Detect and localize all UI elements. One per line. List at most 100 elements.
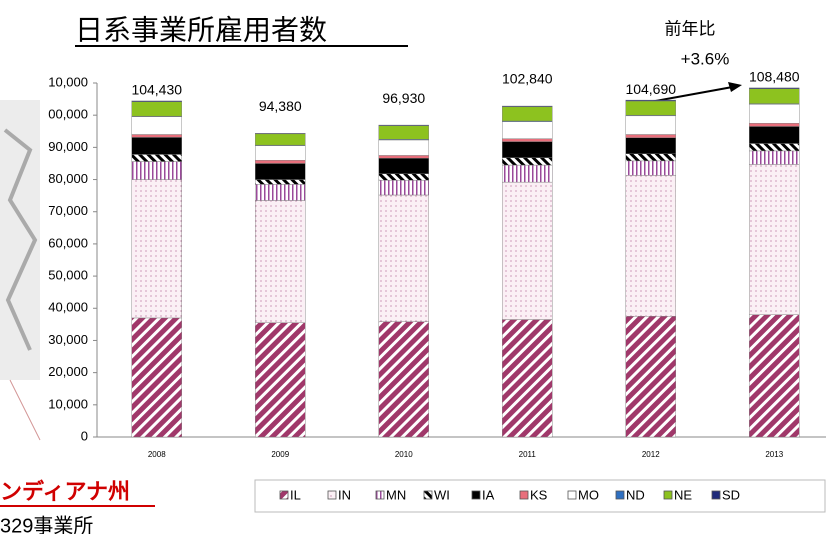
bar-segment (502, 157, 553, 166)
bar-segment (378, 179, 429, 196)
arrow (649, 85, 739, 103)
bar-segment (749, 123, 800, 127)
legend-label: WI (434, 487, 450, 502)
bar-segment (255, 160, 306, 164)
bar-segment (625, 160, 676, 176)
annotation: +3.6% (681, 49, 730, 68)
bar-segment (625, 137, 676, 154)
legend-box (254, 479, 826, 513)
annotation: 329事業所 (0, 514, 93, 534)
y-tick-label: 60,000 (48, 235, 88, 250)
legend-label: MN (386, 487, 406, 502)
bar-segment (502, 138, 553, 142)
bar-segment (749, 126, 800, 144)
legend-swatch (711, 490, 721, 500)
bar-segment (749, 87, 800, 89)
bar-segment (131, 100, 182, 102)
y-tick-label: 70,000 (48, 203, 88, 218)
bar-segment (255, 133, 306, 135)
legend-label: IL (290, 487, 301, 502)
bar-segment (502, 105, 553, 108)
total-label: 108,480 (749, 69, 800, 85)
legend-swatch (471, 490, 481, 500)
legend-swatch (567, 490, 577, 500)
bar-segment (378, 124, 429, 127)
y-tick-label: 90,000 (48, 139, 88, 154)
bar-segment (255, 322, 306, 438)
bar-segment (131, 101, 182, 117)
legend-label: SD (722, 487, 740, 502)
bar-segment (131, 317, 182, 438)
x-tick-label: 2009 (271, 450, 289, 459)
bar-segment (502, 181, 553, 320)
bar-segment (378, 139, 429, 156)
bar-segment (255, 163, 306, 180)
legend-label: ND (626, 487, 645, 502)
total-label: 104,430 (131, 82, 182, 98)
side-illustration (0, 100, 41, 441)
bar-segment (255, 133, 306, 146)
bar-segment (131, 134, 182, 138)
bar-segment (749, 164, 800, 315)
bar-segment (625, 175, 676, 317)
bar-segment (749, 150, 800, 165)
bar-segment (131, 137, 182, 155)
legend-swatch (423, 490, 433, 500)
bar-segment (255, 145, 306, 161)
bar-segment (502, 319, 553, 438)
legend-label: IA (482, 487, 495, 502)
chart-title: 日系事業所雇用者数 (75, 14, 327, 45)
bar-segment (749, 143, 800, 152)
bar-segment (625, 99, 676, 102)
bar-segment (378, 321, 429, 438)
y-tick-label: 30,000 (48, 332, 88, 347)
y-tick-label: 80,000 (48, 171, 88, 186)
x-tick-label: 2011 (519, 450, 537, 459)
legend-label: KS (530, 487, 548, 502)
total-label: 94,380 (259, 98, 302, 114)
x-tick-label: 2012 (642, 450, 660, 459)
bar-segment (502, 121, 553, 139)
bar-segment (255, 200, 306, 323)
legend-label: MO (578, 487, 599, 502)
bar-segment (625, 134, 676, 138)
bar-segment (378, 194, 429, 322)
y-tick-label: 50,000 (48, 268, 88, 283)
legend-swatch (375, 490, 385, 500)
annotation: 前年比 (665, 19, 716, 38)
legend-swatch (279, 490, 289, 500)
bar-segment (378, 155, 429, 159)
bar-segment (625, 100, 676, 116)
bar-segment (131, 161, 182, 180)
y-tick-label: 20,000 (48, 364, 88, 379)
bar-segment (378, 125, 429, 140)
bar-segment (625, 115, 676, 135)
bar-segment (502, 141, 553, 158)
arrow-head (728, 82, 742, 92)
legend-swatch (519, 490, 529, 500)
bar-segment (625, 153, 676, 162)
y-tick-label: 40,000 (48, 300, 88, 315)
total-label: 104,690 (625, 81, 676, 97)
x-tick-label: 2010 (395, 450, 413, 459)
x-tick-label: 2008 (148, 450, 166, 459)
bar-segment (378, 173, 429, 181)
bar-segment (749, 88, 800, 104)
y-tick-label: 10,000 (48, 74, 88, 89)
bar-segment (749, 314, 800, 438)
bar-segment (131, 116, 182, 135)
bar-segment (378, 158, 429, 174)
total-label: 96,930 (382, 90, 425, 106)
bar-segment (255, 179, 306, 185)
y-tick-label: 0 (81, 428, 88, 443)
legend-label: IN (338, 487, 351, 502)
bar-segment (625, 316, 676, 438)
legend-swatch (327, 490, 337, 500)
y-tick-label: 00,000 (48, 107, 88, 122)
x-tick-label: 2013 (765, 450, 783, 459)
y-tick-label: 10,000 (48, 396, 88, 411)
total-label: 102,840 (502, 71, 553, 87)
bar-segment (131, 154, 182, 162)
legend-swatch (663, 490, 673, 500)
